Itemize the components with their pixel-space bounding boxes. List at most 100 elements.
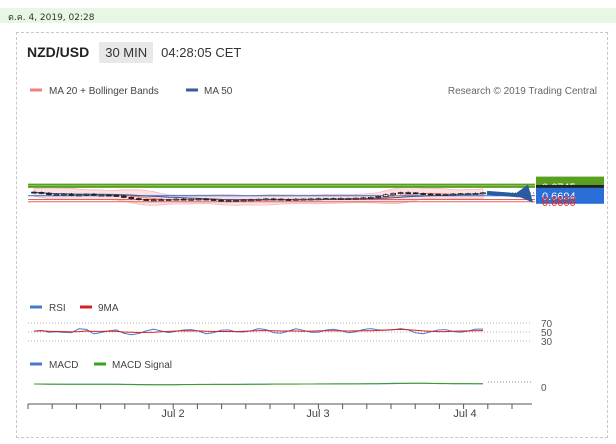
candle-body xyxy=(278,198,284,201)
candle-body xyxy=(68,193,75,196)
candle-body xyxy=(480,192,486,195)
candle xyxy=(128,196,135,200)
candle-body xyxy=(195,198,202,201)
candle xyxy=(113,194,120,197)
candle xyxy=(382,193,389,198)
x-label-jul2: Jul 2 xyxy=(161,408,184,420)
candle xyxy=(240,199,247,202)
candle-body xyxy=(308,198,314,201)
candle-body xyxy=(323,198,329,201)
candle-body xyxy=(435,193,441,196)
candle-body xyxy=(225,200,232,203)
time-label: 04:28:05 CET xyxy=(161,44,242,60)
macd-signal-legend-label: MACD Signal xyxy=(112,360,172,371)
candle xyxy=(188,198,194,201)
candle-body xyxy=(352,197,359,200)
candle-body xyxy=(300,198,307,201)
candle xyxy=(442,193,449,196)
candle xyxy=(31,191,37,194)
x-label-jul4: Jul 4 xyxy=(453,408,476,420)
candle-body xyxy=(210,199,217,201)
candle-body xyxy=(158,199,165,202)
rsi-legend-label: RSI xyxy=(49,303,66,314)
candle-body xyxy=(106,194,112,197)
candle-body xyxy=(248,199,254,202)
rsi-level-30: 30 xyxy=(541,337,553,348)
date-text: ต.ค. 4, 2019, 02:28 xyxy=(8,13,95,23)
candle xyxy=(135,197,142,201)
candle xyxy=(98,194,105,197)
candle-body xyxy=(165,199,172,201)
candle xyxy=(210,198,217,201)
candle xyxy=(83,193,90,196)
candle-body xyxy=(113,195,120,197)
candle xyxy=(46,192,52,196)
candle xyxy=(450,193,456,196)
candlesticks xyxy=(31,191,486,203)
rsi-ma-line xyxy=(33,328,484,334)
x-label-jul3: Jul 3 xyxy=(306,408,329,420)
ma50-legend-label: MA 50 xyxy=(204,86,233,97)
candle xyxy=(465,192,471,196)
candle-body xyxy=(457,193,464,196)
candle-body xyxy=(293,198,299,201)
candle-body xyxy=(367,196,374,199)
macd-legend-label: MACD xyxy=(49,360,78,371)
candle xyxy=(173,198,179,201)
candle xyxy=(338,197,344,200)
candle xyxy=(345,197,352,200)
candle xyxy=(121,195,127,199)
candle xyxy=(352,197,359,200)
candle-body xyxy=(173,198,179,201)
rsi-level-50: 50 xyxy=(541,328,553,339)
projection-arrow-head xyxy=(514,184,533,203)
candle-body xyxy=(240,199,247,202)
candle xyxy=(308,198,314,201)
candle xyxy=(285,198,292,201)
candle xyxy=(143,198,150,201)
projection-arrow xyxy=(486,184,533,203)
candle xyxy=(472,192,479,195)
candle-body xyxy=(180,198,187,201)
symbol-label: NZD/USD xyxy=(27,44,90,60)
candle xyxy=(165,198,172,201)
candle xyxy=(91,193,97,196)
candle-body xyxy=(397,192,404,195)
candle xyxy=(315,197,322,201)
candle xyxy=(76,194,82,197)
candle-body xyxy=(38,192,45,194)
candle-body xyxy=(390,192,396,196)
candle xyxy=(270,197,277,201)
candle xyxy=(427,193,434,196)
candle-body xyxy=(465,193,471,196)
candle-body xyxy=(91,193,97,196)
rsi-ma-legend-label: 9MA xyxy=(98,303,119,314)
pivot-label: 0.6694 xyxy=(542,191,576,203)
candle xyxy=(397,191,404,195)
candle xyxy=(38,191,45,195)
candle-body xyxy=(121,195,127,198)
support-label: 0.6673 xyxy=(542,194,576,206)
candle-body xyxy=(382,194,389,197)
candle-body xyxy=(188,198,194,201)
candle xyxy=(53,193,60,196)
candle-body xyxy=(263,198,269,201)
candle-body xyxy=(218,199,224,202)
candle-body xyxy=(442,193,449,196)
candle xyxy=(180,198,187,201)
candle xyxy=(480,192,486,195)
candle xyxy=(300,198,307,201)
candle xyxy=(390,192,396,196)
timeframe-badge[interactable]: 30 MIN xyxy=(99,41,154,63)
candle xyxy=(218,199,224,202)
candle-body xyxy=(143,199,150,201)
candle xyxy=(195,198,202,201)
macd-zero-label: 0 xyxy=(541,383,547,394)
candle xyxy=(435,193,441,196)
candle-body xyxy=(46,192,52,195)
candle xyxy=(278,198,284,201)
candle-body xyxy=(330,198,337,201)
candle-body xyxy=(61,193,67,196)
candle-body xyxy=(128,196,135,200)
candle-body xyxy=(270,198,277,201)
